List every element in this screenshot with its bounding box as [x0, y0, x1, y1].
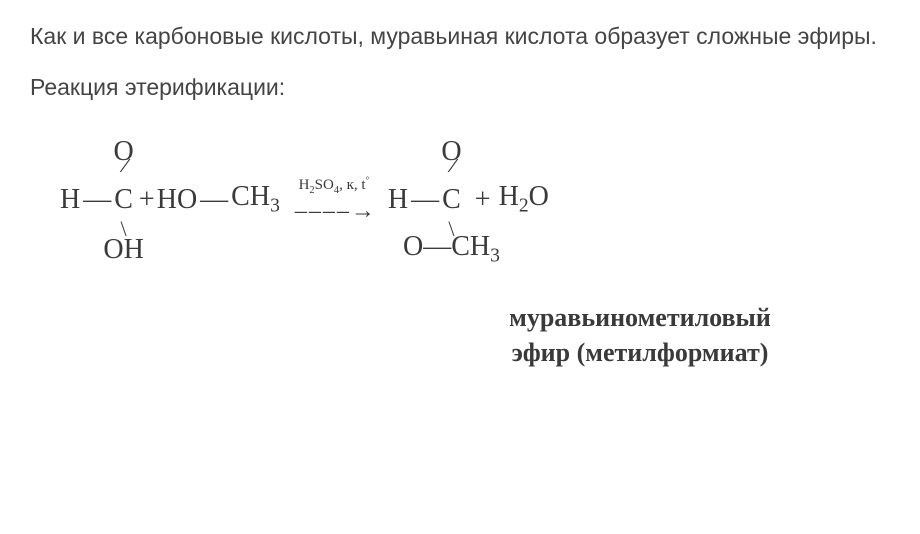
cond-so: SO	[315, 177, 334, 193]
product-name: муравьинометиловый эфир (метилформиат)	[390, 300, 890, 370]
reaction-diagram: H — O ⁄⁄ C \ OH + HO — CH3 H2SO4, к, t° …	[30, 130, 890, 220]
h2o-o: O	[529, 181, 549, 212]
reaction-arrow: H2SO4, к, t° – – – – →	[295, 175, 373, 225]
product1-obond: —	[423, 231, 451, 262]
reactant2-ho: HO	[157, 186, 197, 214]
product1-ch3sub: 3	[490, 245, 500, 266]
reactant2-ch: CH	[231, 181, 270, 212]
arrow-dashes: – – – – →	[295, 198, 373, 225]
cond-deg: °	[366, 175, 370, 185]
plus-1: +	[139, 186, 155, 214]
product-name-line2: эфир (метилформиат)	[390, 335, 890, 370]
product1-bond: —	[411, 186, 439, 214]
reactant1-h: H	[60, 186, 80, 214]
h2o-sub: 2	[519, 196, 529, 217]
product-name-line1: муравьинометиловый	[390, 300, 890, 335]
reactant1-carbon: O ⁄⁄ C \ OH	[114, 186, 133, 214]
reactant1-oh: OH	[103, 236, 143, 264]
formula-line: H — O ⁄⁄ C \ OH + HO — CH3 H2SO4, к, t° …	[60, 180, 549, 220]
product1-carbon: O ⁄⁄ C \ O—CH3	[442, 186, 461, 214]
product1-dblbond: ⁄⁄	[451, 156, 452, 176]
reactant2-bond: —	[200, 186, 228, 214]
plus-2: +	[475, 184, 491, 216]
intro-paragraph: Как и все карбоновые кислоты, муравьиная…	[30, 20, 890, 53]
reactant2-ch3: CH3	[231, 183, 280, 216]
arrow-conditions: H2SO4, к, t°	[299, 175, 370, 196]
product1-c: C	[442, 184, 461, 215]
h2o-h: H	[499, 181, 519, 212]
product1-och3: O—CH3	[403, 233, 500, 266]
reactant2-ch3-sub: 3	[270, 196, 280, 217]
reaction-title: Реакция этерификации:	[30, 71, 890, 104]
product1-o: O	[403, 231, 423, 262]
cond-h: H	[299, 177, 310, 193]
reactant1-dblbond: ⁄⁄	[123, 156, 124, 176]
product1-ch: CH	[451, 231, 490, 262]
reactant1-c: C	[114, 184, 133, 215]
product1-h: H	[388, 186, 408, 214]
cond-k: , к, t	[339, 177, 365, 193]
reactant1-bond: —	[83, 186, 111, 214]
product2-h2o: H2O	[499, 183, 549, 216]
